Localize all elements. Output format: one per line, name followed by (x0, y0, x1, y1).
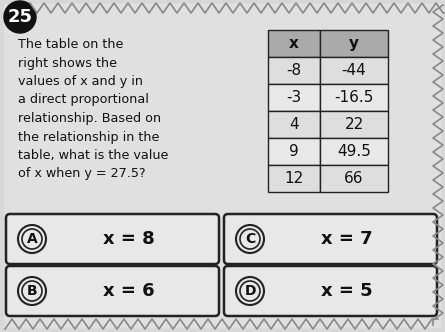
Circle shape (18, 225, 46, 253)
Text: x: x (289, 36, 299, 51)
Text: B: B (27, 284, 37, 298)
Text: 66: 66 (344, 171, 364, 186)
Text: A: A (27, 232, 37, 246)
Bar (268, 30, 320, 57)
Text: 4: 4 (289, 117, 299, 132)
FancyBboxPatch shape (6, 214, 219, 264)
Text: The table on the
right shows the
values of x and y in
a direct proportional
rela: The table on the right shows the values … (18, 38, 168, 181)
Text: 9: 9 (289, 144, 299, 159)
Text: C: C (245, 232, 255, 246)
Text: 22: 22 (344, 117, 364, 132)
Text: -44: -44 (342, 63, 366, 78)
Text: x = 6: x = 6 (103, 282, 155, 300)
FancyBboxPatch shape (6, 266, 219, 316)
Bar (320, 57, 388, 84)
FancyBboxPatch shape (224, 266, 437, 316)
Circle shape (22, 229, 42, 249)
Text: 49.5: 49.5 (337, 144, 371, 159)
Circle shape (4, 1, 36, 33)
Text: 25: 25 (8, 8, 32, 26)
Circle shape (240, 229, 260, 249)
Bar (320, 30, 388, 57)
Bar (268, 138, 320, 165)
Text: x = 5: x = 5 (321, 282, 373, 300)
FancyBboxPatch shape (4, 4, 441, 328)
Circle shape (236, 277, 264, 305)
Bar (320, 111, 388, 138)
Text: D: D (244, 284, 256, 298)
Circle shape (236, 225, 264, 253)
Text: x = 7: x = 7 (321, 230, 373, 248)
Bar (268, 165, 320, 192)
Circle shape (22, 281, 42, 301)
Bar (320, 84, 388, 111)
Circle shape (18, 277, 46, 305)
Text: -16.5: -16.5 (334, 90, 374, 105)
Bar (320, 138, 388, 165)
Text: -8: -8 (287, 63, 302, 78)
Text: 12: 12 (284, 171, 303, 186)
FancyBboxPatch shape (224, 214, 437, 264)
Bar (268, 84, 320, 111)
Bar (268, 111, 320, 138)
Bar (268, 57, 320, 84)
Circle shape (240, 281, 260, 301)
Text: x = 8: x = 8 (103, 230, 155, 248)
Bar (320, 165, 388, 192)
Text: -3: -3 (287, 90, 302, 105)
Text: y: y (349, 36, 359, 51)
